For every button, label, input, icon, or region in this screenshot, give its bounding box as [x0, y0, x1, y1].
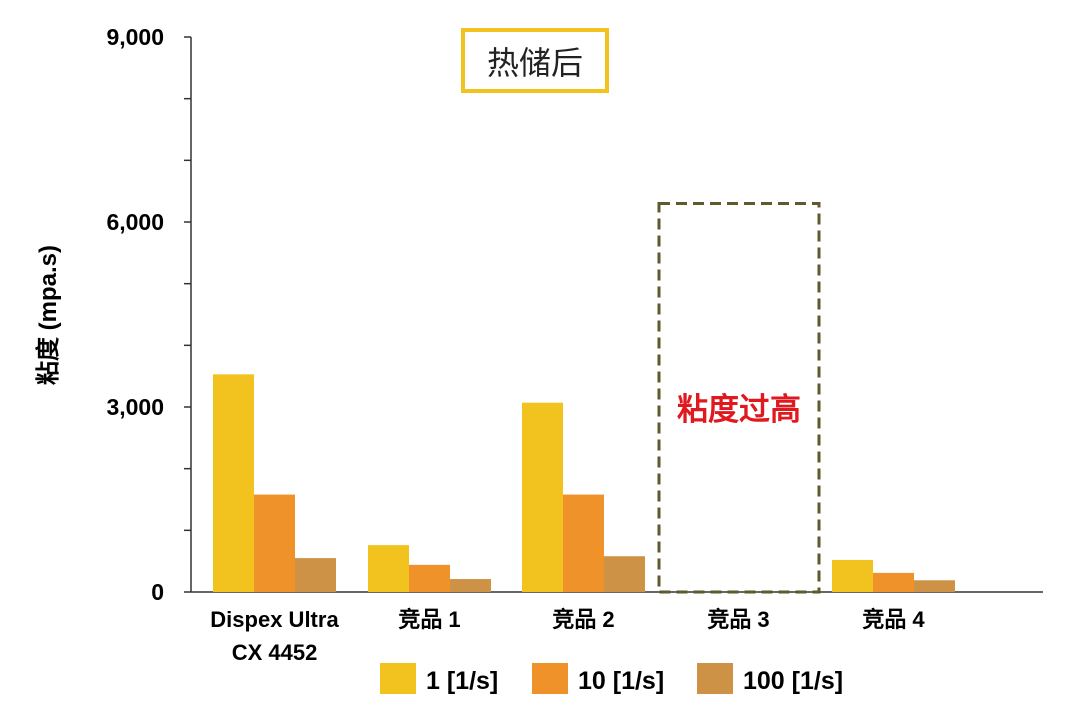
x-tick-label: 竞品 2: [552, 607, 614, 632]
bar: [450, 579, 491, 592]
annotation-dashed-box: [657, 202, 821, 594]
chart-title-box: 热储后: [461, 28, 609, 93]
x-tick-label: Dispex Ultra: [210, 607, 339, 632]
annotation-group: 粘度过高: [657, 202, 821, 594]
bar: [368, 545, 409, 592]
legend-swatch: [380, 663, 416, 694]
bar-series: [213, 374, 955, 592]
bar: [563, 494, 604, 592]
bar: [873, 572, 914, 592]
y-tick-label: 6,000: [106, 209, 164, 235]
bar: [295, 558, 336, 592]
axes: [190, 37, 1043, 593]
chart-title: 热储后: [487, 44, 583, 82]
y-tick-label: 9,000: [106, 24, 164, 50]
bar: [604, 556, 645, 592]
bar: [254, 494, 295, 592]
legend-swatch: [697, 663, 733, 694]
legend-swatch: [532, 663, 568, 694]
x-axis-labels: Dispex Ultra CX 4452 竞品 1 竞品 2 竞品 3 竞品 4: [210, 607, 925, 665]
y-tick-label: 0: [151, 579, 164, 605]
legend-label: 10 [1/s]: [578, 667, 664, 695]
bar: [409, 564, 450, 592]
y-tick-label: 3,000: [106, 394, 164, 420]
bar: [213, 374, 254, 592]
y-axis-ticks: 0 3,000 6,000 9,000: [106, 24, 191, 605]
bar: [832, 559, 873, 592]
x-tick-label: 竞品 4: [862, 607, 925, 632]
x-tick-label: 竞品 3: [707, 607, 769, 632]
legend: 1 [1/s] 10 [1/s] 100 [1/s]: [380, 663, 843, 695]
bar: [522, 402, 563, 592]
y-axis-label: 粘度 (mpa.s): [34, 245, 62, 385]
legend-label: 100 [1/s]: [743, 667, 843, 695]
x-tick-label: 竞品 1: [398, 607, 460, 632]
bar: [914, 580, 955, 592]
annotation-text: 粘度过高: [677, 392, 801, 428]
x-tick-label: CX 4452: [232, 640, 318, 665]
title-frame: [461, 28, 609, 93]
legend-label: 1 [1/s]: [426, 667, 498, 695]
